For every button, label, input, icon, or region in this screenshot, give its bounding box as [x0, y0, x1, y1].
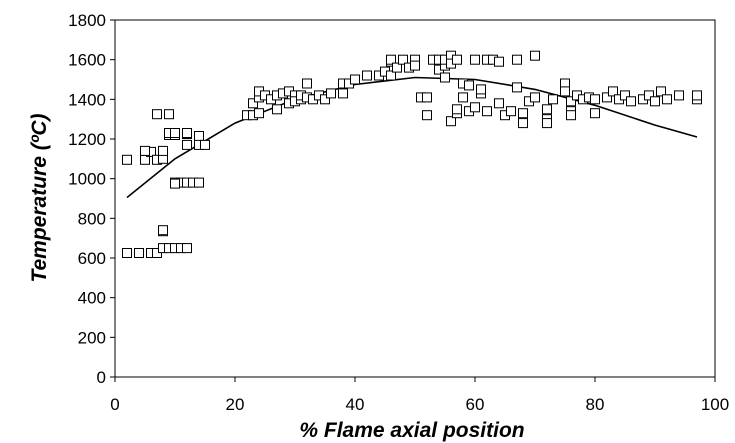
data-point [446, 116, 456, 127]
trendline-layer [126, 76, 698, 199]
data-point [512, 54, 522, 65]
data-point [350, 74, 360, 85]
y-axis: 0 200 400 600 800 1000 1200 1400 1600 1800 [68, 11, 115, 387]
data-point [326, 88, 336, 99]
x-axis-title: % Flame axial position [299, 419, 524, 442]
data-point [512, 82, 522, 93]
y-tick-label: 800 [78, 209, 106, 228]
data-point [122, 248, 132, 258]
data-point [674, 90, 684, 101]
x-tick-label: 20 [226, 395, 245, 414]
data-point [338, 88, 348, 99]
data-point [542, 104, 552, 115]
data-point [272, 104, 282, 115]
data-point [602, 92, 612, 103]
y-tick-label: 1200 [68, 130, 106, 149]
data-point [182, 128, 192, 138]
data-point [158, 225, 168, 236]
data-point [560, 86, 570, 97]
x-tick-label: 100 [701, 395, 729, 414]
plot-area [114, 19, 716, 378]
data-point [518, 118, 528, 129]
data-point [650, 96, 660, 107]
data-point [620, 90, 630, 101]
data-point [302, 78, 312, 89]
data-point [458, 92, 468, 103]
data-point [164, 109, 174, 120]
data-point [530, 92, 540, 103]
data-point [422, 110, 432, 121]
data-point [476, 84, 486, 95]
data-point [590, 94, 600, 105]
data-point [248, 98, 258, 109]
x-tick-label: 80 [586, 395, 605, 414]
data-point [506, 106, 516, 117]
y-tick-label: 1800 [68, 11, 106, 30]
data-point [494, 56, 504, 67]
data-point [548, 94, 558, 105]
data-point [566, 110, 576, 121]
data-point [542, 118, 552, 129]
y-axis-title: Temperature (ºC) [28, 113, 51, 282]
data-point [122, 154, 132, 165]
y-tick-label: 1600 [68, 51, 106, 70]
data-point [644, 90, 654, 101]
data-points [122, 50, 702, 258]
data-point [566, 96, 576, 107]
data-point [464, 80, 474, 91]
data-point [470, 102, 480, 113]
data-point [440, 72, 450, 83]
data-point [158, 145, 168, 156]
plot-frame [114, 19, 716, 378]
data-point [140, 145, 150, 156]
y-tick-label: 1400 [68, 90, 106, 109]
data-point [530, 50, 540, 61]
trendline [126, 76, 698, 199]
data-point [182, 139, 192, 150]
data-point [134, 248, 144, 258]
data-point [200, 139, 210, 150]
data-point [626, 96, 636, 107]
data-point [470, 54, 480, 65]
data-point [170, 178, 180, 189]
data-point [482, 106, 492, 117]
data-point [170, 128, 180, 138]
data-point [386, 70, 396, 81]
data-point [152, 109, 162, 120]
y-tick-label: 0 [97, 368, 106, 387]
data-point [194, 177, 204, 188]
data-point [392, 62, 402, 73]
data-point [656, 86, 666, 97]
x-tick-label: 0 [110, 395, 119, 414]
data-point [398, 54, 408, 65]
data-point [494, 98, 504, 109]
data-point [452, 104, 462, 115]
y-tick-label: 1000 [68, 170, 106, 189]
data-point [608, 86, 618, 97]
data-point [194, 131, 204, 141]
data-point [386, 54, 396, 65]
x-tick-label: 60 [466, 395, 485, 414]
data-point [254, 108, 264, 119]
data-point [410, 60, 420, 71]
x-tick-label: 40 [346, 395, 365, 414]
data-point [590, 108, 600, 119]
data-point [662, 94, 672, 105]
data-point [518, 108, 528, 119]
y-tick-label: 600 [78, 249, 106, 268]
data-point [320, 94, 330, 105]
data-point [452, 54, 462, 65]
y-tick-label: 200 [78, 328, 106, 347]
data-point [692, 90, 702, 101]
data-point [182, 243, 192, 254]
x-axis: 0 20 40 60 80 100 [110, 377, 729, 414]
data-point [422, 92, 432, 103]
y-tick-label: 400 [78, 289, 106, 308]
data-point [362, 70, 372, 81]
